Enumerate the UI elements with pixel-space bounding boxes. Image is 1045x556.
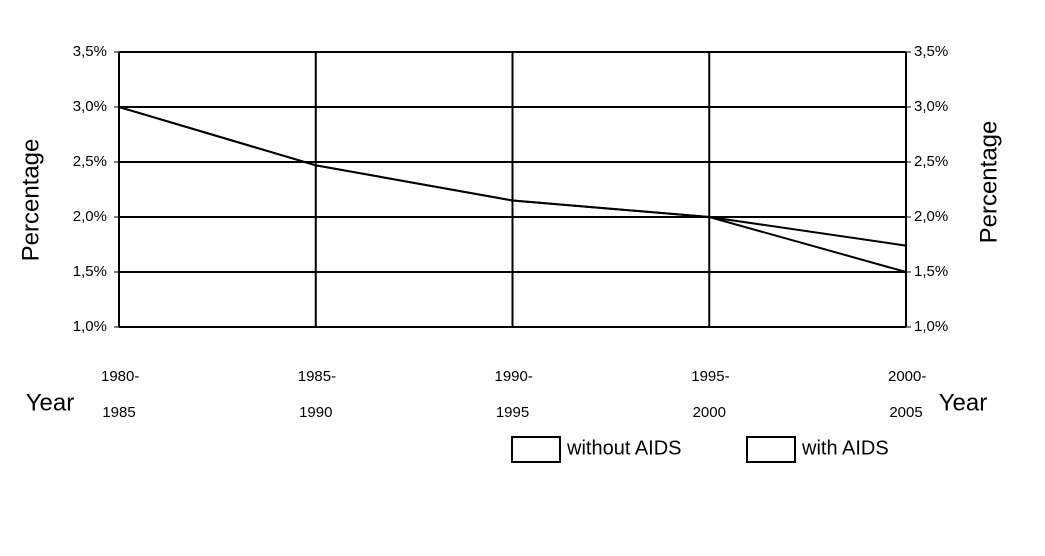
y2-tick-label: 1,0% xyxy=(914,318,948,335)
legend-swatch xyxy=(511,436,561,463)
x-tick-label: 1980-1985 xyxy=(101,368,140,421)
x-tick-label: 2000-2005 xyxy=(888,368,927,421)
y-tick-label: 2,0% xyxy=(73,208,107,225)
legend-label: with AIDS xyxy=(801,437,889,459)
legend-label: without AIDS xyxy=(566,437,682,459)
y2-tick-label: 3,5% xyxy=(914,43,948,60)
x-tick-label: 1995-2000 xyxy=(691,368,730,421)
y2-tick-label: 2,0% xyxy=(914,208,948,225)
legend-swatch xyxy=(746,436,796,463)
x-axis-label-right: Year xyxy=(939,389,988,416)
y2-axis-label: Percentage xyxy=(975,121,1002,244)
data-line xyxy=(118,106,907,273)
y-tick-label: 1,5% xyxy=(73,263,107,280)
y-tick-label: 1,0% xyxy=(73,318,107,335)
y2-tick-label: 3,0% xyxy=(914,98,948,115)
y-tick-label: 3,5% xyxy=(73,43,107,60)
x-tick-label: 1990-1995 xyxy=(494,368,533,421)
y-axis-label: Percentage xyxy=(17,139,44,262)
y2-tick-label: 2,5% xyxy=(914,153,948,170)
x-tick-label: 1985-1990 xyxy=(297,368,337,421)
y2-tick-label: 1,5% xyxy=(914,263,948,280)
y-tick-label: 2,5% xyxy=(73,153,107,170)
y-tick-label: 3,0% xyxy=(73,98,107,115)
x-axis-label: Year xyxy=(26,389,75,416)
